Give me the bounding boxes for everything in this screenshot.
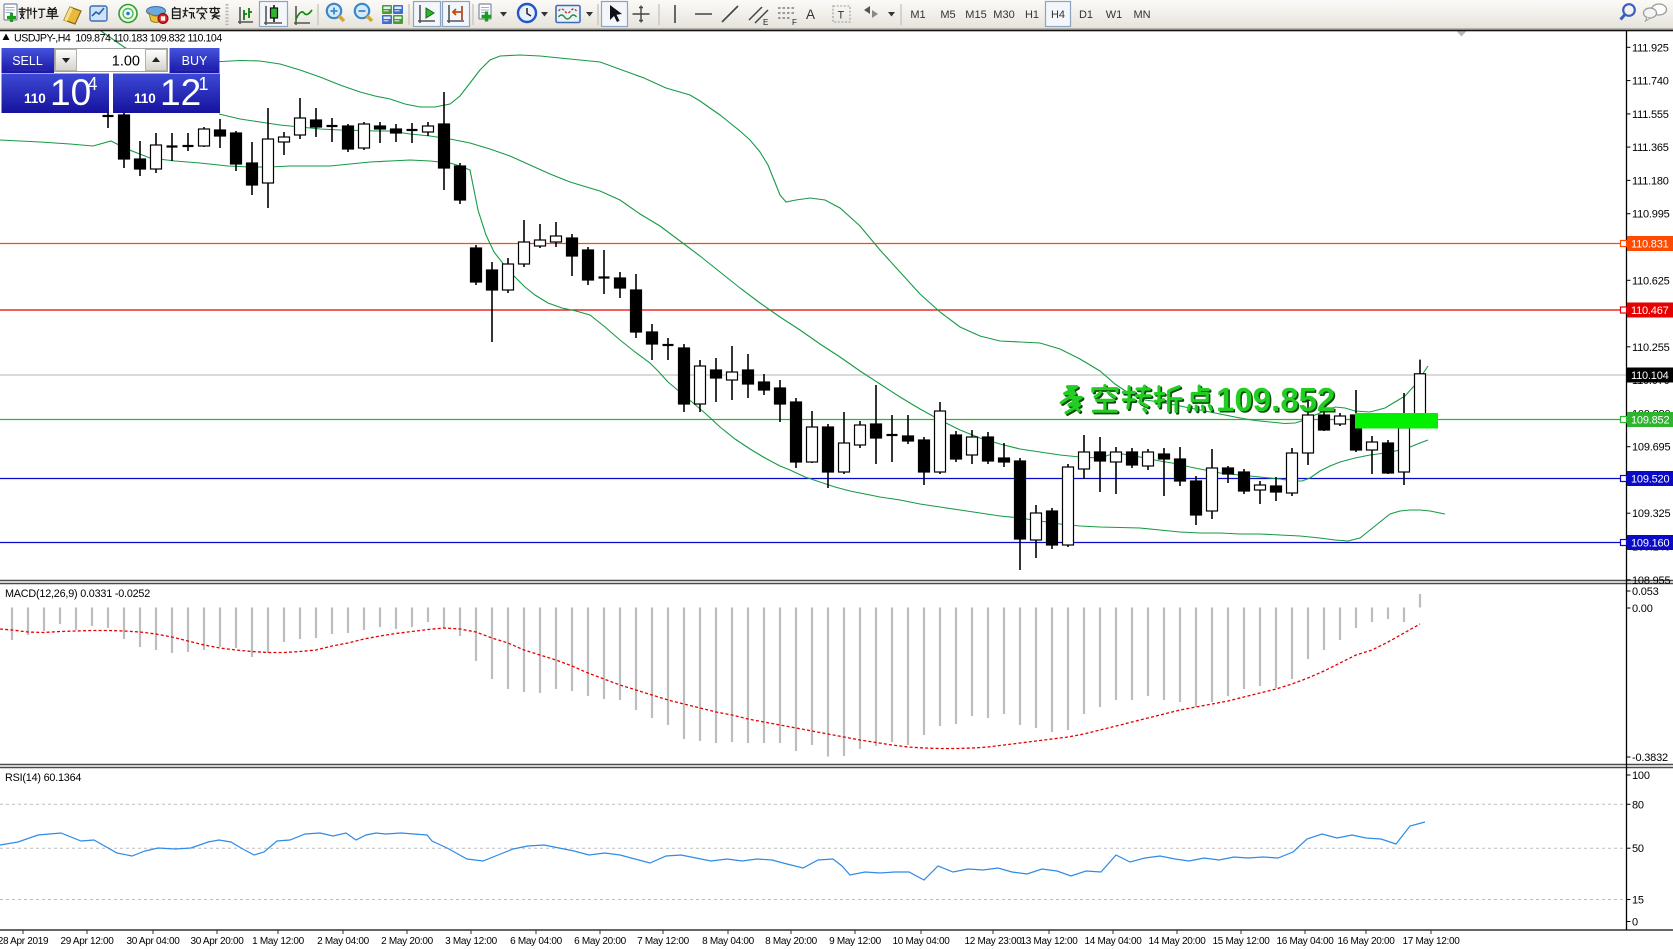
svg-text:111.180: 111.180 [1632, 175, 1669, 187]
svg-text:30 Apr 04:00: 30 Apr 04:00 [126, 936, 180, 947]
svg-text:15 May 12:00: 15 May 12:00 [1213, 936, 1271, 947]
svg-text:H4: H4 [1051, 9, 1065, 21]
svg-text:W1: W1 [1106, 9, 1123, 21]
svg-text:110.625: 110.625 [1632, 275, 1670, 287]
svg-text:2 May 20:00: 2 May 20:00 [381, 936, 433, 947]
svg-text:14 May 20:00: 14 May 20:00 [1149, 936, 1207, 947]
svg-text:1: 1 [199, 74, 209, 94]
svg-text:111.925: 111.925 [1632, 42, 1669, 54]
svg-text:16 May 20:00: 16 May 20:00 [1338, 936, 1396, 947]
svg-text:28 Apr 2019: 28 Apr 2019 [0, 936, 49, 947]
svg-text:108.955: 108.955 [1632, 575, 1670, 587]
svg-text:109.852: 109.852 [1216, 381, 1335, 418]
svg-text:111.740: 111.740 [1632, 76, 1669, 88]
svg-text:6 May 20:00: 6 May 20:00 [574, 936, 626, 947]
svg-text:8 May 20:00: 8 May 20:00 [765, 936, 817, 947]
svg-text:6 May 04:00: 6 May 04:00 [510, 936, 562, 947]
svg-text:110: 110 [134, 91, 156, 106]
svg-text:7 May 12:00: 7 May 12:00 [637, 936, 689, 947]
svg-text:M1: M1 [910, 9, 925, 21]
svg-text:0: 0 [1632, 917, 1638, 929]
svg-text:BUY: BUY [182, 54, 208, 68]
svg-text:T: T [838, 10, 845, 22]
svg-text:H1: H1 [1025, 9, 1039, 21]
svg-text:10 May 04:00: 10 May 04:00 [893, 936, 951, 947]
svg-text:M30: M30 [993, 9, 1014, 21]
svg-text:111.555: 111.555 [1632, 109, 1669, 121]
svg-text:MN: MN [1133, 9, 1150, 21]
svg-text:80: 80 [1632, 799, 1644, 811]
svg-text:4: 4 [88, 74, 98, 94]
svg-text:RSI(14) 60.1364: RSI(14) 60.1364 [5, 772, 81, 784]
svg-text:110.255: 110.255 [1632, 342, 1670, 354]
svg-text:SELL: SELL [12, 54, 43, 68]
svg-text:M5: M5 [940, 9, 955, 21]
svg-text:E: E [763, 18, 768, 27]
svg-text:110.831: 110.831 [1631, 239, 1669, 251]
svg-text:MACD(12,26,9) 0.0331 -0.0252: MACD(12,26,9) 0.0331 -0.0252 [5, 588, 150, 600]
svg-text:110.104: 110.104 [1631, 370, 1669, 382]
svg-text:110.467: 110.467 [1631, 305, 1669, 317]
svg-text:110.995: 110.995 [1632, 209, 1670, 221]
svg-text:F: F [792, 18, 797, 27]
svg-text:30 Apr 20:00: 30 Apr 20:00 [190, 936, 244, 947]
svg-text:0.00: 0.00 [1632, 603, 1653, 615]
svg-text:109.160: 109.160 [1631, 538, 1669, 550]
svg-text:1 May 12:00: 1 May 12:00 [252, 936, 304, 947]
svg-text:12 May 23:00: 12 May 23:00 [965, 936, 1023, 947]
svg-text:109.852: 109.852 [1218, 383, 1337, 420]
svg-text:9 May 12:00: 9 May 12:00 [829, 936, 881, 947]
svg-text:8 May 04:00: 8 May 04:00 [702, 936, 754, 947]
svg-text:A: A [806, 7, 815, 22]
svg-text:50: 50 [1632, 843, 1644, 855]
svg-text:109.852: 109.852 [1631, 415, 1669, 427]
svg-text:12: 12 [160, 72, 201, 113]
svg-text:111.365: 111.365 [1632, 142, 1669, 154]
svg-text:USDJPY-,H4 109.874 110.183 10: USDJPY-,H4 109.874 110.183 109.832 110.1… [14, 33, 222, 45]
svg-text:10: 10 [50, 72, 91, 113]
svg-text:1.00: 1.00 [112, 54, 140, 70]
svg-text:-0.3832: -0.3832 [1632, 752, 1668, 764]
svg-text:29 Apr 12:00: 29 Apr 12:00 [60, 936, 114, 947]
svg-text:17 May 12:00: 17 May 12:00 [1403, 936, 1461, 947]
svg-text:0.053: 0.053 [1632, 586, 1659, 598]
svg-text:109.695: 109.695 [1632, 442, 1670, 454]
svg-text:110: 110 [24, 91, 46, 106]
svg-text:109.520: 109.520 [1631, 474, 1669, 486]
svg-text:2 May 04:00: 2 May 04:00 [317, 936, 369, 947]
svg-text:109.325: 109.325 [1632, 508, 1670, 520]
svg-text:100: 100 [1632, 770, 1650, 782]
svg-text:3 May 12:00: 3 May 12:00 [445, 936, 497, 947]
svg-text:D1: D1 [1079, 9, 1093, 21]
svg-text:16 May 04:00: 16 May 04:00 [1277, 936, 1335, 947]
svg-text:M15: M15 [965, 9, 986, 21]
svg-text:13 May 12:00: 13 May 12:00 [1021, 936, 1079, 947]
svg-text:15: 15 [1632, 895, 1644, 907]
svg-text:14 May 04:00: 14 May 04:00 [1085, 936, 1143, 947]
